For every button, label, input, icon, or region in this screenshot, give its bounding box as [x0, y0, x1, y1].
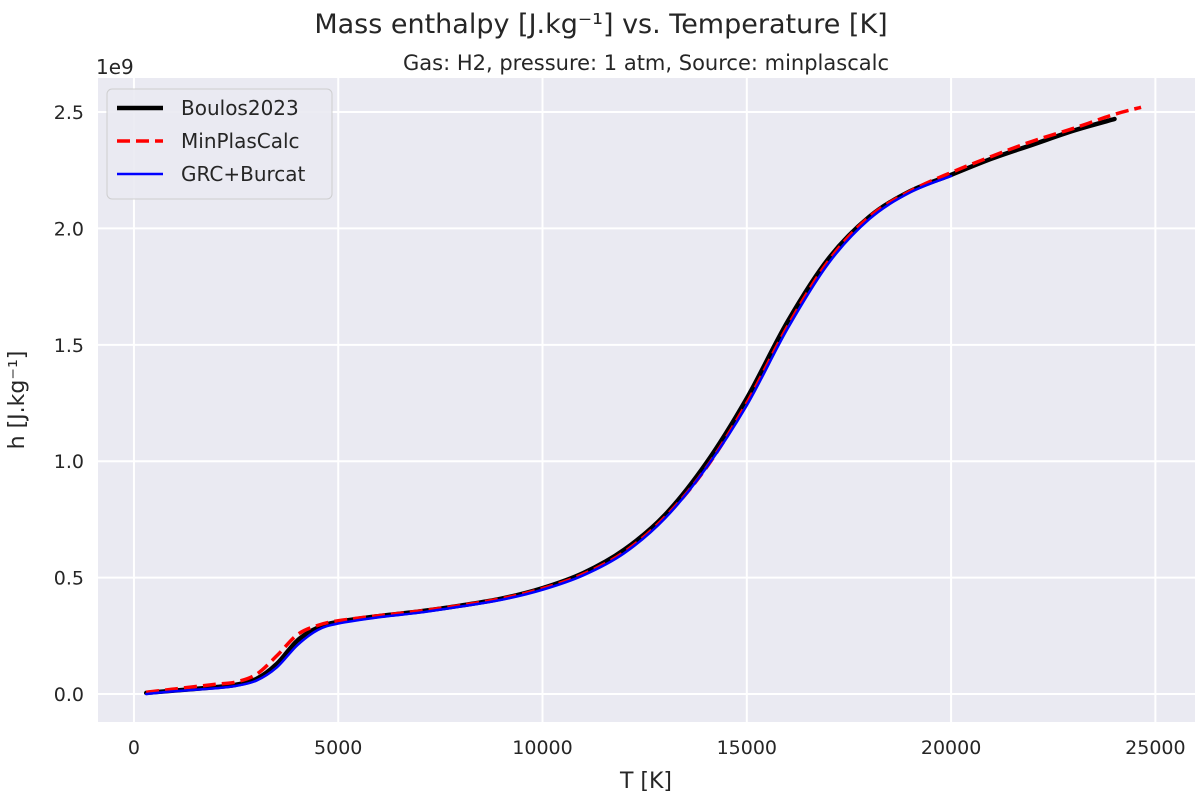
legend-label: GRC+Burcat: [181, 162, 306, 186]
y-tick-label: 2.0: [54, 218, 84, 240]
series-lines: [143, 105, 1142, 696]
y-tick-label: 0.0: [54, 684, 84, 706]
chart-subtitle: Gas: H2, pressure: 1 atm, Source: minpla…: [403, 51, 889, 75]
grid: [98, 78, 1195, 722]
x-axis-label: T [K]: [619, 769, 672, 794]
chart-title: Mass enthalpy [J.kg⁻¹] vs. Temperature […: [314, 9, 887, 40]
legend: Boulos2023 MinPlasCalc GRC+Burcat: [106, 88, 333, 200]
y-tick-label: 2.5: [54, 102, 84, 124]
tick-labels: 0 5000 10000 15000 20000 25000 0.0 0.5 1.0 1.5 2.0…: [54, 102, 1186, 759]
y-offset-label: 1e9: [96, 55, 134, 79]
x-tick-label: 25000: [1125, 737, 1185, 759]
y-tick-label: 0.5: [54, 568, 84, 590]
x-tick-label: 10000: [512, 737, 572, 759]
x-tick-label: 5000: [314, 737, 362, 759]
legend-label: Boulos2023: [181, 96, 299, 120]
y-tick-label: 1.5: [54, 335, 84, 357]
x-tick-label: 20000: [921, 737, 981, 759]
y-tick-label: 1.0: [54, 451, 84, 473]
x-tick-label: 15000: [717, 737, 777, 759]
series-line-grc-burcat: [144, 174, 953, 696]
y-axis-label: h [J.kg⁻¹]: [5, 351, 30, 450]
x-tick-label: 0: [128, 737, 140, 759]
legend-box: [106, 88, 333, 200]
legend-label: MinPlasCalc: [181, 129, 300, 153]
